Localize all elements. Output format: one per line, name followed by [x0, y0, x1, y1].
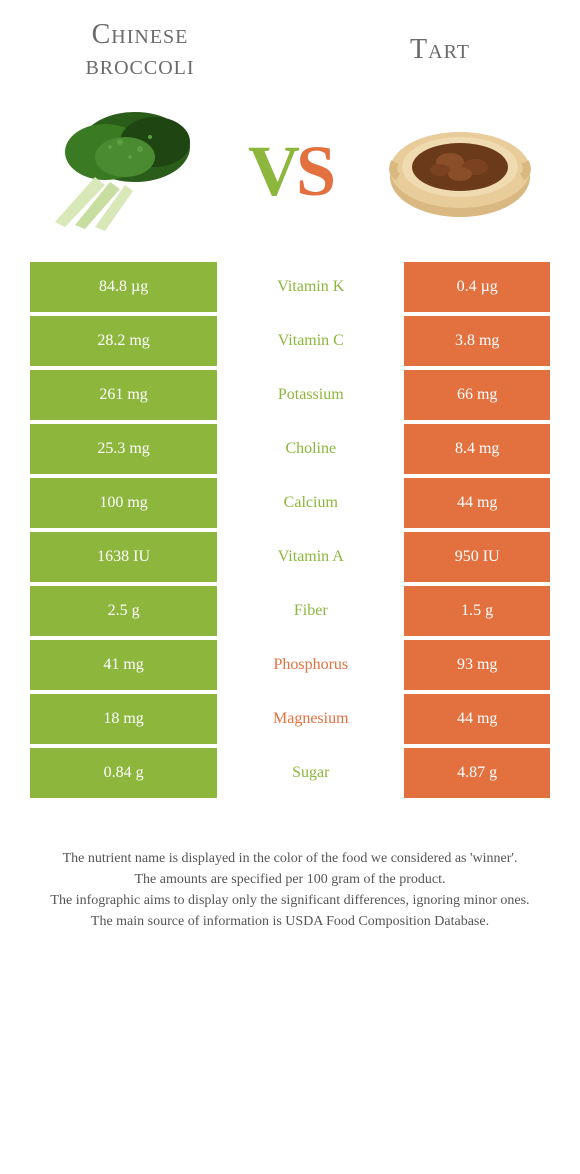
footer-line2: The amounts are specified per 100 gram o… — [30, 869, 550, 890]
nutrient-name: Magnesium — [217, 694, 404, 744]
right-value: 44 mg — [404, 478, 550, 528]
table-row: 25.3 mgCholine8.4 mg — [30, 424, 550, 474]
right-value: 66 mg — [404, 370, 550, 420]
left-value: 2.5 g — [30, 586, 217, 636]
left-value: 18 mg — [30, 694, 217, 744]
images-row: VS — [0, 92, 580, 262]
nutrient-name: Vitamin C — [217, 316, 404, 366]
footer-line4: The main source of information is USDA F… — [30, 911, 550, 932]
right-value: 3.8 mg — [404, 316, 550, 366]
footer-notes: The nutrient name is displayed in the co… — [30, 848, 550, 932]
nutrient-name: Sugar — [217, 748, 404, 798]
vs-label: VS — [248, 130, 332, 213]
left-value: 0.84 g — [30, 748, 217, 798]
left-value: 261 mg — [30, 370, 217, 420]
table-row: 84.8 µgVitamin K0.4 µg — [30, 262, 550, 312]
nutrient-name: Phosphorus — [217, 640, 404, 690]
left-value: 100 mg — [30, 478, 217, 528]
nutrient-name: Potassium — [217, 370, 404, 420]
vs-v: V — [248, 131, 296, 211]
food1-title: Chinese broccoli — [40, 20, 240, 82]
right-value: 1.5 g — [404, 586, 550, 636]
right-value: 44 mg — [404, 694, 550, 744]
left-value: 84.8 µg — [30, 262, 217, 312]
table-row: 41 mgPhosphorus93 mg — [30, 640, 550, 690]
broccoli-image — [30, 102, 210, 242]
right-value: 4.87 g — [404, 748, 550, 798]
right-value: 93 mg — [404, 640, 550, 690]
footer-line1: The nutrient name is displayed in the co… — [30, 848, 550, 869]
right-value: 8.4 mg — [404, 424, 550, 474]
table-row: 2.5 gFiber1.5 g — [30, 586, 550, 636]
footer-line3: The infographic aims to display only the… — [30, 890, 550, 911]
left-value: 1638 IU — [30, 532, 217, 582]
left-value: 25.3 mg — [30, 424, 217, 474]
right-value: 0.4 µg — [404, 262, 550, 312]
nutrient-name: Fiber — [217, 586, 404, 636]
left-value: 41 mg — [30, 640, 217, 690]
tart-image — [370, 102, 550, 242]
nutrient-name: Calcium — [217, 478, 404, 528]
header: Chinese broccoli Tart — [0, 0, 580, 92]
table-row: 18 mgMagnesium44 mg — [30, 694, 550, 744]
food1-line2: broccoli — [85, 50, 194, 81]
nutrient-name: Choline — [217, 424, 404, 474]
vs-s: S — [296, 131, 332, 211]
food1-line1: Chinese — [92, 19, 189, 50]
table-row: 28.2 mgVitamin C3.8 mg — [30, 316, 550, 366]
nutrient-name: Vitamin A — [217, 532, 404, 582]
table-row: 0.84 gSugar4.87 g — [30, 748, 550, 798]
right-value: 950 IU — [404, 532, 550, 582]
nutrient-name: Vitamin K — [217, 262, 404, 312]
table-row: 100 mgCalcium44 mg — [30, 478, 550, 528]
food2-title: Tart — [340, 35, 540, 66]
table-row: 261 mgPotassium66 mg — [30, 370, 550, 420]
table-row: 1638 IUVitamin A950 IU — [30, 532, 550, 582]
left-value: 28.2 mg — [30, 316, 217, 366]
comparison-table: 84.8 µgVitamin K0.4 µg28.2 mgVitamin C3.… — [30, 262, 550, 798]
